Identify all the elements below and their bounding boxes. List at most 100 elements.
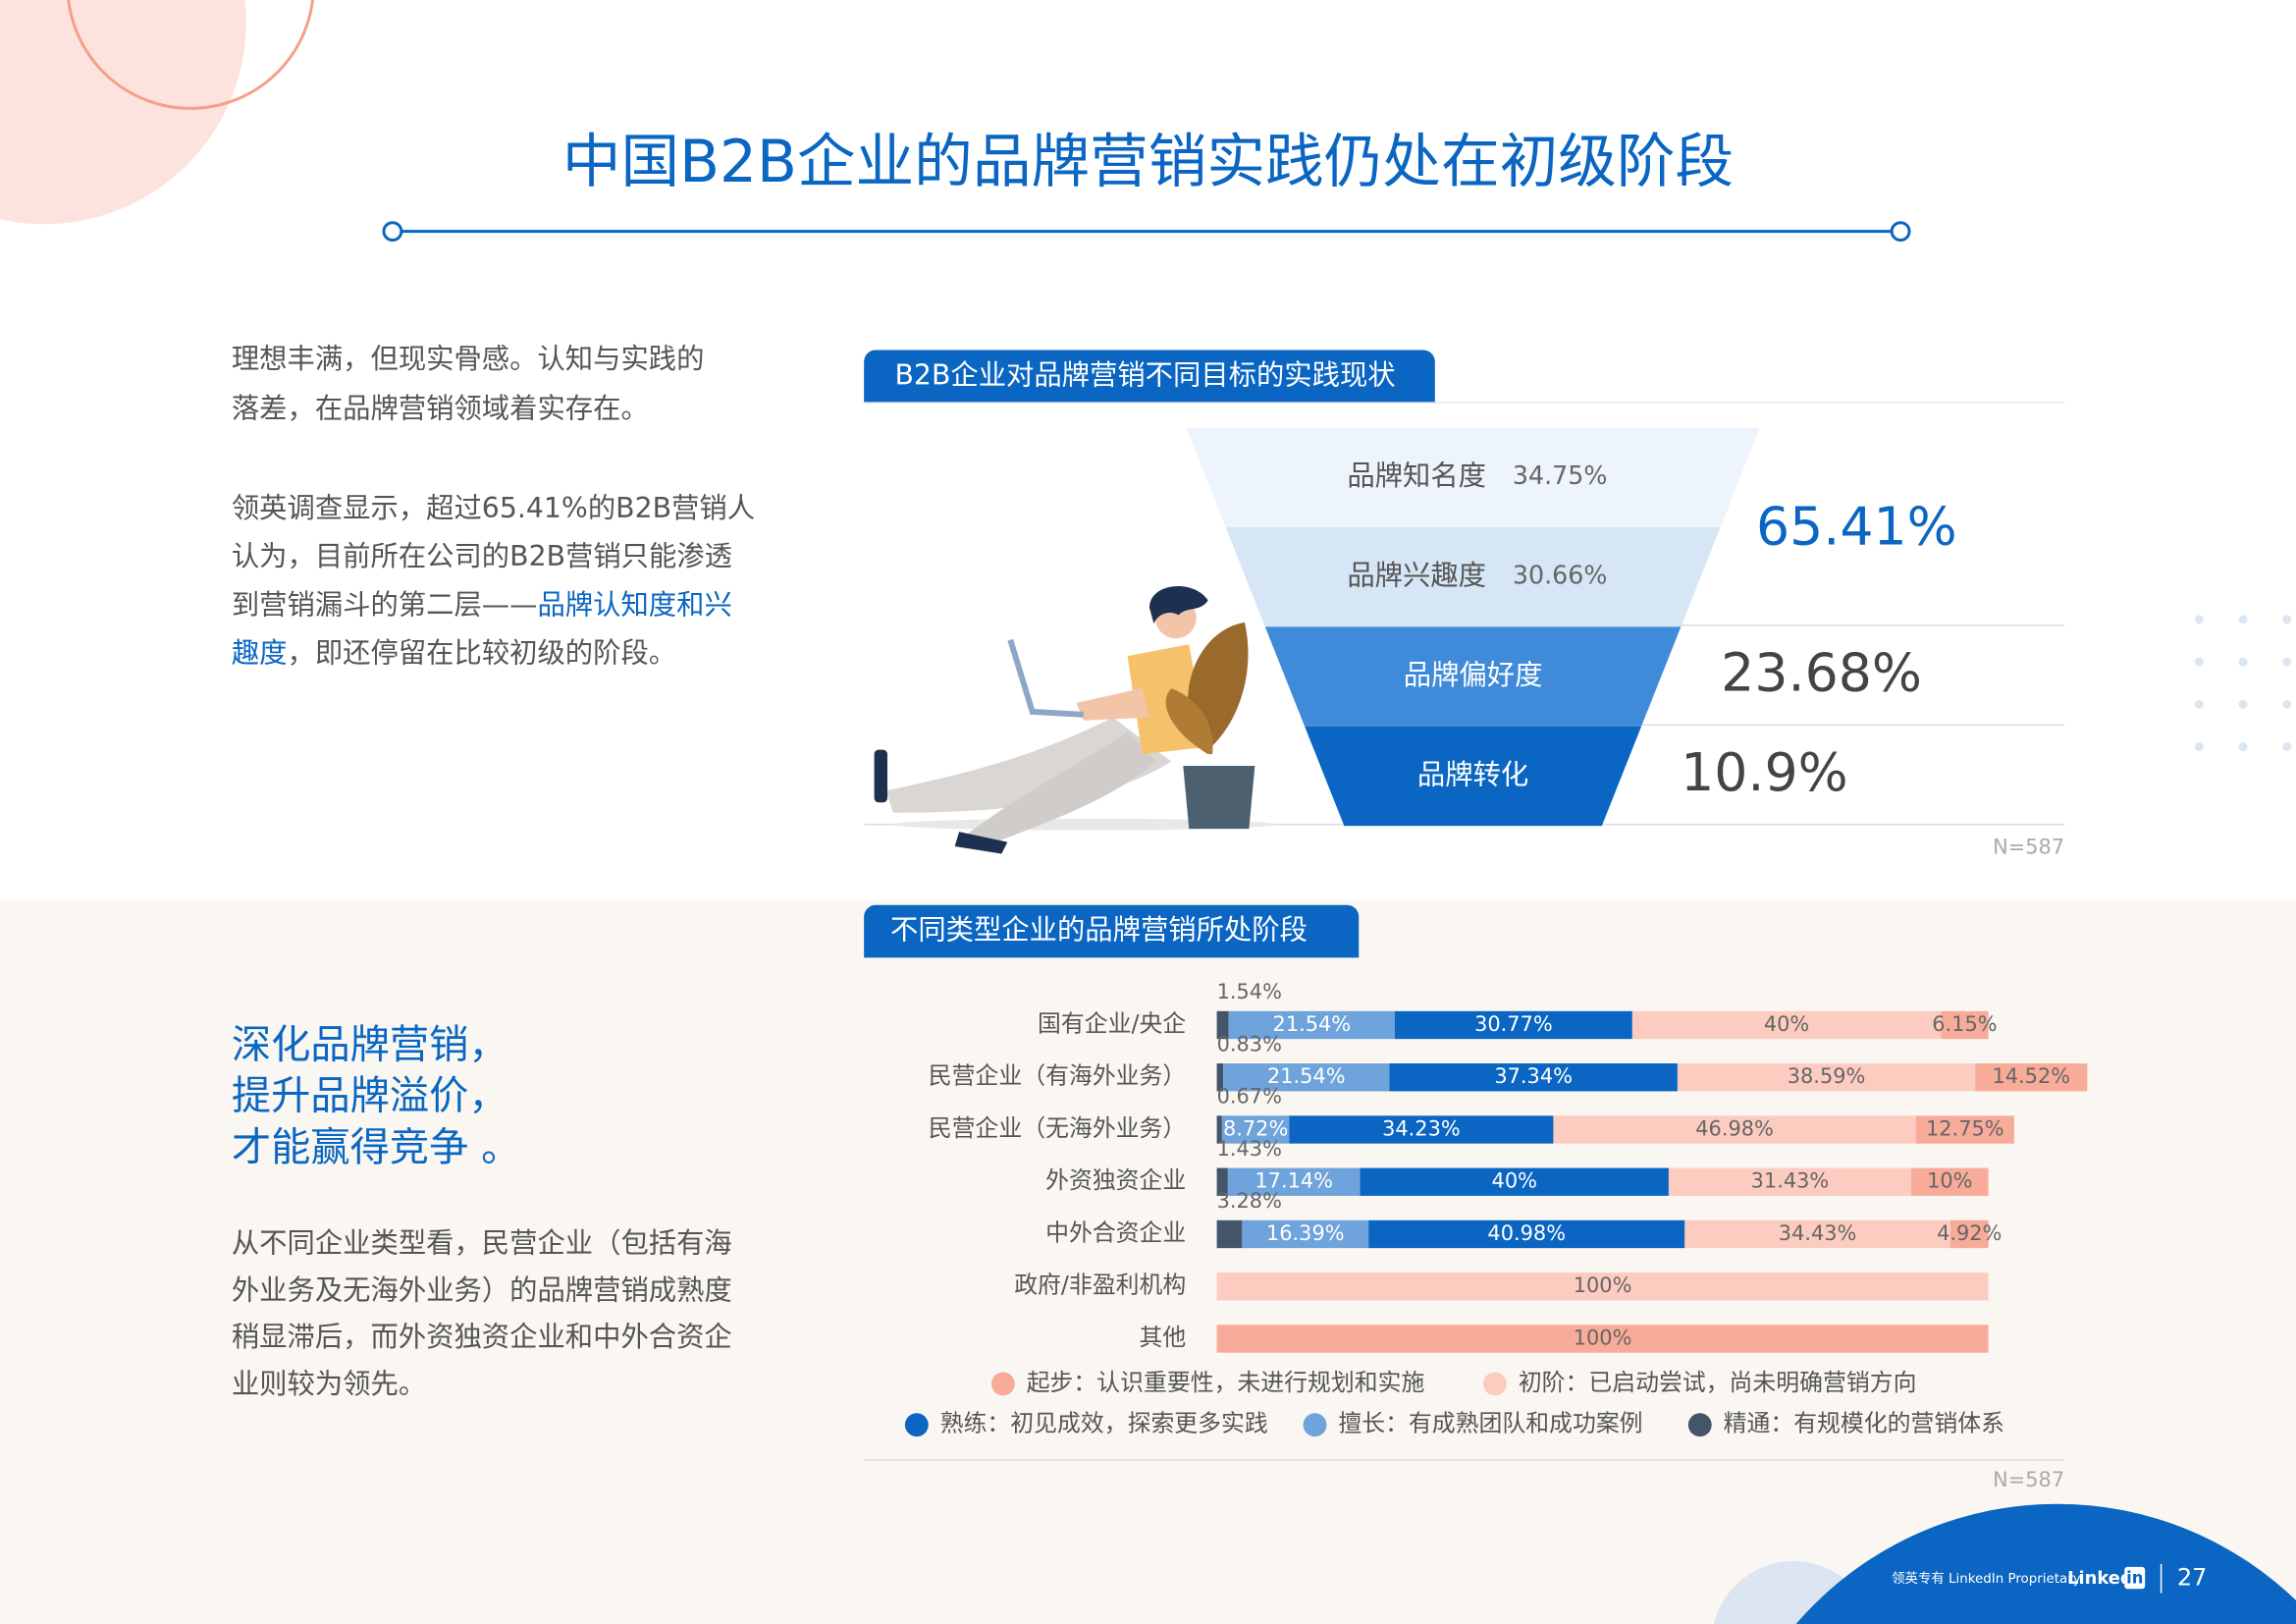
bar-segment bbox=[1228, 1010, 1396, 1040]
data-label: 31.43% bbox=[1751, 1169, 1830, 1193]
bar-segment bbox=[1216, 1219, 1243, 1249]
legend-swatch bbox=[1483, 1372, 1507, 1396]
legend-swatch bbox=[904, 1413, 929, 1437]
data-label: 0.83% bbox=[1217, 1032, 1282, 1056]
data-label: 34.43% bbox=[1779, 1221, 1857, 1245]
funnel-layer bbox=[1225, 526, 1721, 627]
bar-segment bbox=[1677, 1063, 1976, 1092]
dot-grid bbox=[2194, 615, 2292, 752]
legend-label: 熟练：初见成效，探索更多实践 bbox=[940, 1410, 1268, 1437]
data-label: 14.52% bbox=[1992, 1064, 2070, 1088]
funnel-big-value: 10.9% bbox=[1681, 741, 1848, 803]
intro-line: 理想丰满，但现实骨感。认知与实践的 bbox=[232, 343, 705, 375]
chart-title: B2B企业对品牌营销不同目标的实践现状 bbox=[894, 358, 1395, 391]
data-label: 0.67% bbox=[1217, 1085, 1282, 1109]
data-label: 21.54% bbox=[1273, 1012, 1352, 1036]
deco-ring bbox=[67, 0, 314, 110]
section-line: 从不同企业类型看，民营企业（包括有海 bbox=[232, 1227, 732, 1260]
funnel-label: 品牌知名度 bbox=[1347, 460, 1486, 492]
finding-line: 认为，目前所在公司的B2B营销只能渗透 bbox=[232, 540, 732, 572]
data-label: 3.28% bbox=[1217, 1189, 1282, 1213]
proprietary-note: 领英专有 LinkedIn Proprietary bbox=[1892, 1570, 2081, 1587]
data-label: 38.59% bbox=[1788, 1064, 1866, 1088]
data-label: 4.92% bbox=[1937, 1221, 2002, 1245]
page-number: 27 bbox=[2177, 1563, 2207, 1591]
bar-segment bbox=[1368, 1219, 1685, 1249]
illustration bbox=[874, 586, 1274, 854]
finding-line: 到营销漏斗的第二层——品牌认知度和兴 bbox=[232, 588, 732, 621]
chart-title: 不同类型企业的品牌营销所处阶段 bbox=[890, 914, 1308, 947]
bar-segment bbox=[1360, 1167, 1669, 1196]
bar-segment bbox=[1684, 1219, 1950, 1249]
funnel-label: 品牌偏好度 bbox=[1404, 659, 1543, 691]
deco-circle bbox=[1795, 1503, 2296, 1624]
data-label: 1.54% bbox=[1217, 980, 1282, 1003]
legend-swatch bbox=[1687, 1413, 1712, 1437]
section-heading: 才能赢得竞争 。 bbox=[232, 1125, 521, 1170]
data-label: 21.54% bbox=[1267, 1064, 1346, 1088]
rule-end bbox=[382, 221, 403, 243]
bar-segment bbox=[1216, 1010, 1229, 1040]
bar-segment bbox=[1395, 1010, 1632, 1040]
bar-segment bbox=[1223, 1063, 1390, 1092]
highlight-run: 品牌认知度和兴 bbox=[537, 588, 731, 621]
intro-line: 落差，在品牌营销领域着实存在。 bbox=[232, 393, 649, 425]
text-run: 领英调查显示，超过65.41%的B2B营销人 bbox=[232, 492, 755, 524]
brand-box-text: in bbox=[2126, 1568, 2143, 1587]
bar-segment bbox=[1216, 1063, 1224, 1092]
legend-label: 初阶：已启动尝试，尚未明确营销方向 bbox=[1519, 1369, 1917, 1396]
bar-segment bbox=[1668, 1167, 1911, 1196]
bar-segment bbox=[1216, 1325, 1989, 1353]
text-run: 到营销漏斗的第二层—— bbox=[232, 588, 538, 621]
category-label: 外资独资企业 bbox=[1045, 1166, 1186, 1194]
bar-segment bbox=[1216, 1272, 1989, 1301]
category-label: 中外合资企业 bbox=[1045, 1218, 1186, 1246]
legend-label: 起步：认识重要性，未进行规划和实施 bbox=[1027, 1369, 1425, 1396]
data-label: 6.15% bbox=[1932, 1012, 1997, 1036]
text-run: ，即还停留在比较初级的阶段。 bbox=[288, 637, 677, 670]
bar-segment bbox=[1221, 1115, 1290, 1144]
section-line: 外业务及无海外业务）的品牌营销成熟度 bbox=[232, 1273, 732, 1306]
data-label: 40% bbox=[1492, 1169, 1537, 1193]
bar-segment bbox=[1910, 1167, 1989, 1196]
funnel-label: 品牌转化 bbox=[1417, 758, 1528, 790]
bar-segment bbox=[1631, 1010, 1942, 1040]
data-label: 100% bbox=[1574, 1273, 1632, 1297]
highlight-run: 趣度 bbox=[232, 637, 288, 670]
funnel-label: 品牌兴趣度 bbox=[1347, 560, 1486, 592]
finding-line: 趣度，即还停留在比较初级的阶段。 bbox=[232, 637, 676, 670]
section-line: 业则较为领先。 bbox=[232, 1368, 426, 1400]
data-label: 16.39% bbox=[1266, 1221, 1345, 1245]
funnel-layer bbox=[1264, 626, 1682, 727]
category-label: 其他 bbox=[1140, 1324, 1187, 1351]
category-label: 民营企业（无海外业务） bbox=[929, 1114, 1186, 1142]
funnel-big-value: 23.68% bbox=[1721, 642, 1922, 704]
section-heading: 深化品牌营销， bbox=[232, 1022, 508, 1067]
bar-segment bbox=[1389, 1063, 1678, 1092]
legend-swatch bbox=[1303, 1413, 1327, 1437]
data-label: 17.14% bbox=[1255, 1169, 1333, 1193]
deco-circle bbox=[0, 0, 246, 225]
funnel-layer bbox=[1186, 427, 1760, 527]
bar-segment bbox=[1242, 1219, 1369, 1249]
rule-end bbox=[1890, 221, 1911, 243]
funnel-value: 30.66% bbox=[1513, 561, 1608, 590]
data-label: 37.34% bbox=[1494, 1064, 1573, 1088]
data-label: 46.98% bbox=[1695, 1116, 1774, 1140]
bar-segment bbox=[1915, 1115, 2014, 1144]
sample-note: N=587 bbox=[1993, 1468, 2064, 1491]
data-label: 40% bbox=[1764, 1012, 1809, 1036]
data-label: 34.23% bbox=[1382, 1116, 1461, 1140]
bar-segment bbox=[1289, 1115, 1554, 1144]
section-line: 稍显滞后，而外资独资企业和中外合资企 bbox=[232, 1321, 732, 1353]
section-heading: 提升品牌溢价， bbox=[232, 1074, 508, 1119]
data-label: 12.75% bbox=[1926, 1116, 2004, 1140]
finding-line: 领英调查显示，超过65.41%的B2B营销人 bbox=[232, 492, 755, 524]
category-label: 国有企业/央企 bbox=[1038, 1010, 1186, 1038]
data-label: 8.72% bbox=[1223, 1116, 1288, 1140]
bar-segment bbox=[1975, 1063, 2088, 1092]
funnel-value: 34.75% bbox=[1513, 460, 1608, 490]
text-run: 认为，目前所在公司的B2B营销只能渗透 bbox=[232, 540, 732, 572]
data-label: 40.98% bbox=[1487, 1221, 1566, 1245]
